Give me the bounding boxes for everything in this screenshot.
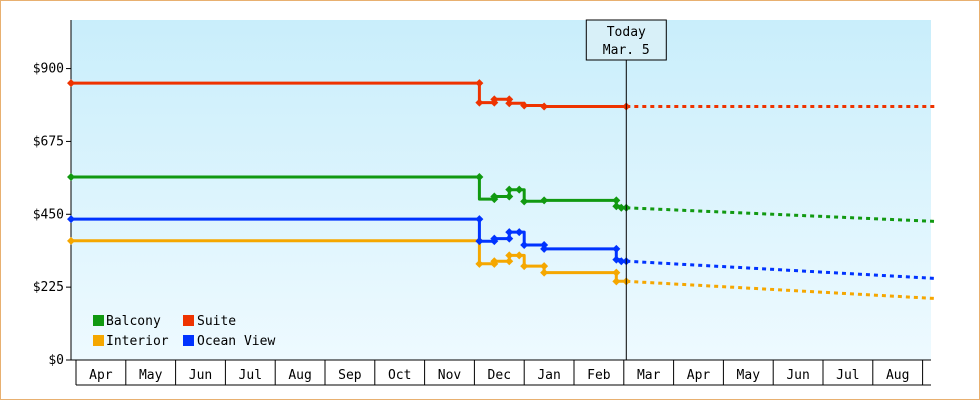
data-point-interior <box>612 277 621 286</box>
x-tick-label: May <box>737 368 761 383</box>
legend-label-balcony: Balcony <box>106 314 161 329</box>
data-point-ocean-view <box>505 228 514 237</box>
data-point-balcony <box>515 185 524 194</box>
data-point-interior <box>505 251 514 260</box>
legend-label-ocean-view: Ocean View <box>197 334 275 349</box>
y-tick-label: $450 <box>33 207 64 222</box>
x-tick-label: Aug <box>886 368 909 383</box>
data-point-interior <box>612 268 621 277</box>
legend-swatch-ocean-view <box>183 335 194 346</box>
today-box <box>585 19 667 61</box>
legend-label-interior: Interior <box>106 334 169 349</box>
x-tick-label: Jun <box>786 368 809 383</box>
data-point-interior <box>475 259 484 268</box>
x-tick-label: Jul <box>239 368 262 383</box>
x-tick-label: Aug <box>288 368 311 383</box>
y-tick-label: $900 <box>33 62 64 77</box>
x-tick-label: Feb <box>587 368 611 383</box>
data-point-interior <box>505 257 514 266</box>
data-point-balcony <box>617 203 626 212</box>
data-point-suite <box>475 79 484 88</box>
x-tick-label: Jan <box>537 368 560 383</box>
legend-label-suite: Suite <box>197 314 236 329</box>
data-point-ocean-view <box>505 234 514 243</box>
legend: Balcony Suite Interior Ocean View <box>93 314 275 349</box>
data-point-suite <box>505 99 514 108</box>
y-tick-label: $0 <box>48 353 64 368</box>
series-layer <box>67 79 936 300</box>
y-tick-label: $225 <box>33 280 64 295</box>
data-point-interior <box>67 236 76 245</box>
data-point-balcony <box>612 196 621 205</box>
data-point-ocean-view <box>617 257 626 266</box>
forecast-line-interior <box>626 279 936 300</box>
data-point-suite <box>490 95 499 104</box>
legend-swatch-balcony <box>93 315 104 326</box>
y-tick-label: $675 <box>33 134 64 149</box>
today-label: Today <box>607 25 646 40</box>
data-point-ocean-view <box>475 215 484 224</box>
x-tick-label: May <box>139 368 163 383</box>
x-tick-label: Apr <box>687 368 711 383</box>
data-point-suite <box>67 79 76 88</box>
data-point-interior <box>515 251 524 260</box>
today-date: Mar. 5 <box>603 43 650 58</box>
data-point-ocean-view <box>515 228 524 237</box>
data-point-balcony <box>540 196 549 205</box>
x-tick-label: Mar <box>637 368 661 383</box>
data-point-ocean-view <box>490 234 499 243</box>
x-tick-label: Nov <box>438 368 462 383</box>
data-point-suite <box>520 101 529 110</box>
x-tick-label: Sep <box>338 368 362 383</box>
forecast-line-balcony <box>626 206 936 223</box>
data-point-ocean-view <box>612 244 621 253</box>
x-tick-label: Jun <box>189 368 212 383</box>
data-point-balcony <box>490 192 499 201</box>
data-point-suite <box>540 102 549 111</box>
x-axis: Apr May Jun Jul Aug Sep Oct Nov Dec Jan Feb Mar Apr M… <box>71 359 931 386</box>
data-point-balcony <box>475 173 484 182</box>
data-point-ocean-view <box>540 244 549 253</box>
x-tick-label: Oct <box>388 368 411 383</box>
x-tick-label: Dec <box>488 368 511 383</box>
legend-swatch-interior <box>93 335 104 346</box>
plot-area <box>71 20 931 360</box>
data-point-interior <box>540 268 549 277</box>
data-point-ocean-view <box>67 215 76 224</box>
data-point-balcony <box>505 192 514 201</box>
legend-swatch-suite <box>183 315 194 326</box>
today-marker: Today Mar. 5 <box>585 19 667 360</box>
x-tick-label: Apr <box>89 368 113 383</box>
forecast-line-ocean-view <box>626 259 936 280</box>
data-point-interior <box>540 262 549 271</box>
data-point-balcony <box>67 173 76 182</box>
data-point-balcony <box>520 197 529 206</box>
data-point-ocean-view <box>520 241 529 250</box>
data-point-interior <box>490 257 499 266</box>
data-point-suite <box>475 98 484 107</box>
x-tick-label: Jul <box>836 368 859 383</box>
data-point-ocean-view <box>475 237 484 246</box>
data-point-interior <box>520 262 529 271</box>
y-axis: $0 $225 $450 $675 $900 <box>33 20 72 368</box>
data-point-balcony <box>505 185 514 194</box>
